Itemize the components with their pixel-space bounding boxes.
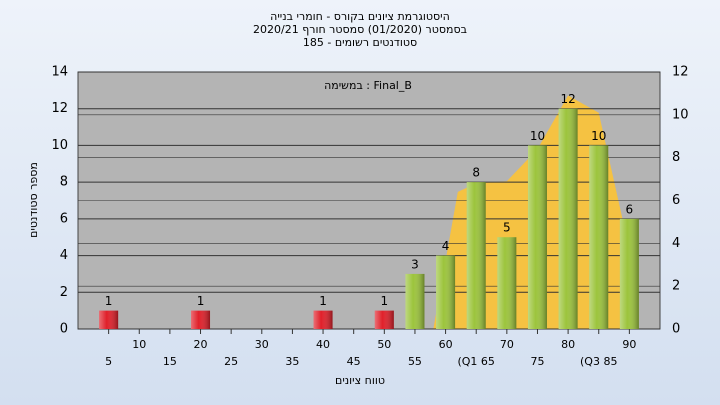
x-tick-label: 35	[285, 355, 299, 368]
y-tick-label: 6	[60, 211, 68, 226]
bar-shade	[191, 310, 211, 329]
bar-shade	[466, 182, 486, 329]
bar-shade	[313, 310, 333, 329]
y-tick-label: 8	[60, 175, 68, 190]
bar-shade	[497, 237, 517, 329]
x-tick-label: 10	[132, 338, 146, 351]
value-label: 1	[380, 294, 388, 308]
bar-shade	[436, 255, 456, 329]
y2-tick-label: 8	[672, 150, 680, 165]
chart-title: היסטוגרמת ציונים בקורס - חומרי בנייה	[270, 10, 450, 23]
value-label: 12	[560, 92, 575, 106]
x-tick-label: 75	[530, 355, 544, 368]
y-axis-label: מספר סטודנטים	[27, 162, 40, 238]
value-label: 8	[472, 166, 480, 180]
x-tick-label: 40	[316, 338, 330, 351]
x-tick-label: 30	[255, 338, 269, 351]
x-tick-label: 90	[622, 338, 636, 351]
value-label: 3	[411, 257, 419, 271]
x-tick-label: (Q1 65	[457, 355, 494, 368]
x-tick-label: 45	[347, 355, 361, 368]
bar-shade	[619, 218, 639, 329]
x-tick-label: 50	[377, 338, 391, 351]
y2-tick-label: 6	[672, 193, 680, 208]
bar-shade	[99, 310, 119, 329]
y-tick-label: 4	[60, 248, 68, 263]
y2-tick-label: 2	[672, 279, 680, 294]
value-label: 1	[105, 294, 113, 308]
bar-shade	[589, 145, 609, 329]
chart-subtitle: סטודנטים רשומים - 185	[303, 36, 417, 49]
y2-tick-label: 0	[672, 322, 680, 337]
x-tick-label: (Q3 85	[580, 355, 617, 368]
y2-tick-label: 4	[672, 236, 680, 251]
y2-tick-label: 10	[672, 107, 689, 122]
value-label: 6	[626, 202, 634, 216]
value-label: 4	[442, 239, 450, 253]
annotation: במשימה : Final_B	[324, 79, 412, 92]
y-tick-label: 14	[51, 65, 68, 80]
x-tick-label: 20	[194, 338, 208, 351]
bar-shade	[374, 310, 394, 329]
bar-shade	[558, 108, 578, 329]
y-tick-label: 10	[51, 138, 68, 153]
value-label: 10	[591, 129, 606, 143]
x-tick-label: 5	[105, 355, 112, 368]
value-label: 1	[319, 294, 327, 308]
value-label: 10	[530, 129, 545, 143]
x-tick-label: 55	[408, 355, 422, 368]
chart-subtitle: בסמסטר (01/2020) סמסטר חורף 2020/21	[253, 23, 467, 36]
y-tick-label: 0	[60, 322, 68, 337]
x-axis-label: טווח ציונים	[335, 374, 385, 387]
y2-tick-label: 12	[672, 65, 689, 80]
x-tick-label: 60	[439, 338, 453, 351]
y-tick-label: 12	[51, 101, 68, 116]
x-tick-label: 70	[500, 338, 514, 351]
bar-shade	[405, 273, 425, 329]
x-tick-label: 80	[561, 338, 575, 351]
x-tick-label: 25	[224, 355, 238, 368]
y-tick-label: 2	[60, 285, 68, 300]
x-tick-label: 15	[163, 355, 177, 368]
bar-shade	[527, 145, 547, 329]
value-label: 5	[503, 221, 511, 235]
value-label: 1	[197, 294, 205, 308]
